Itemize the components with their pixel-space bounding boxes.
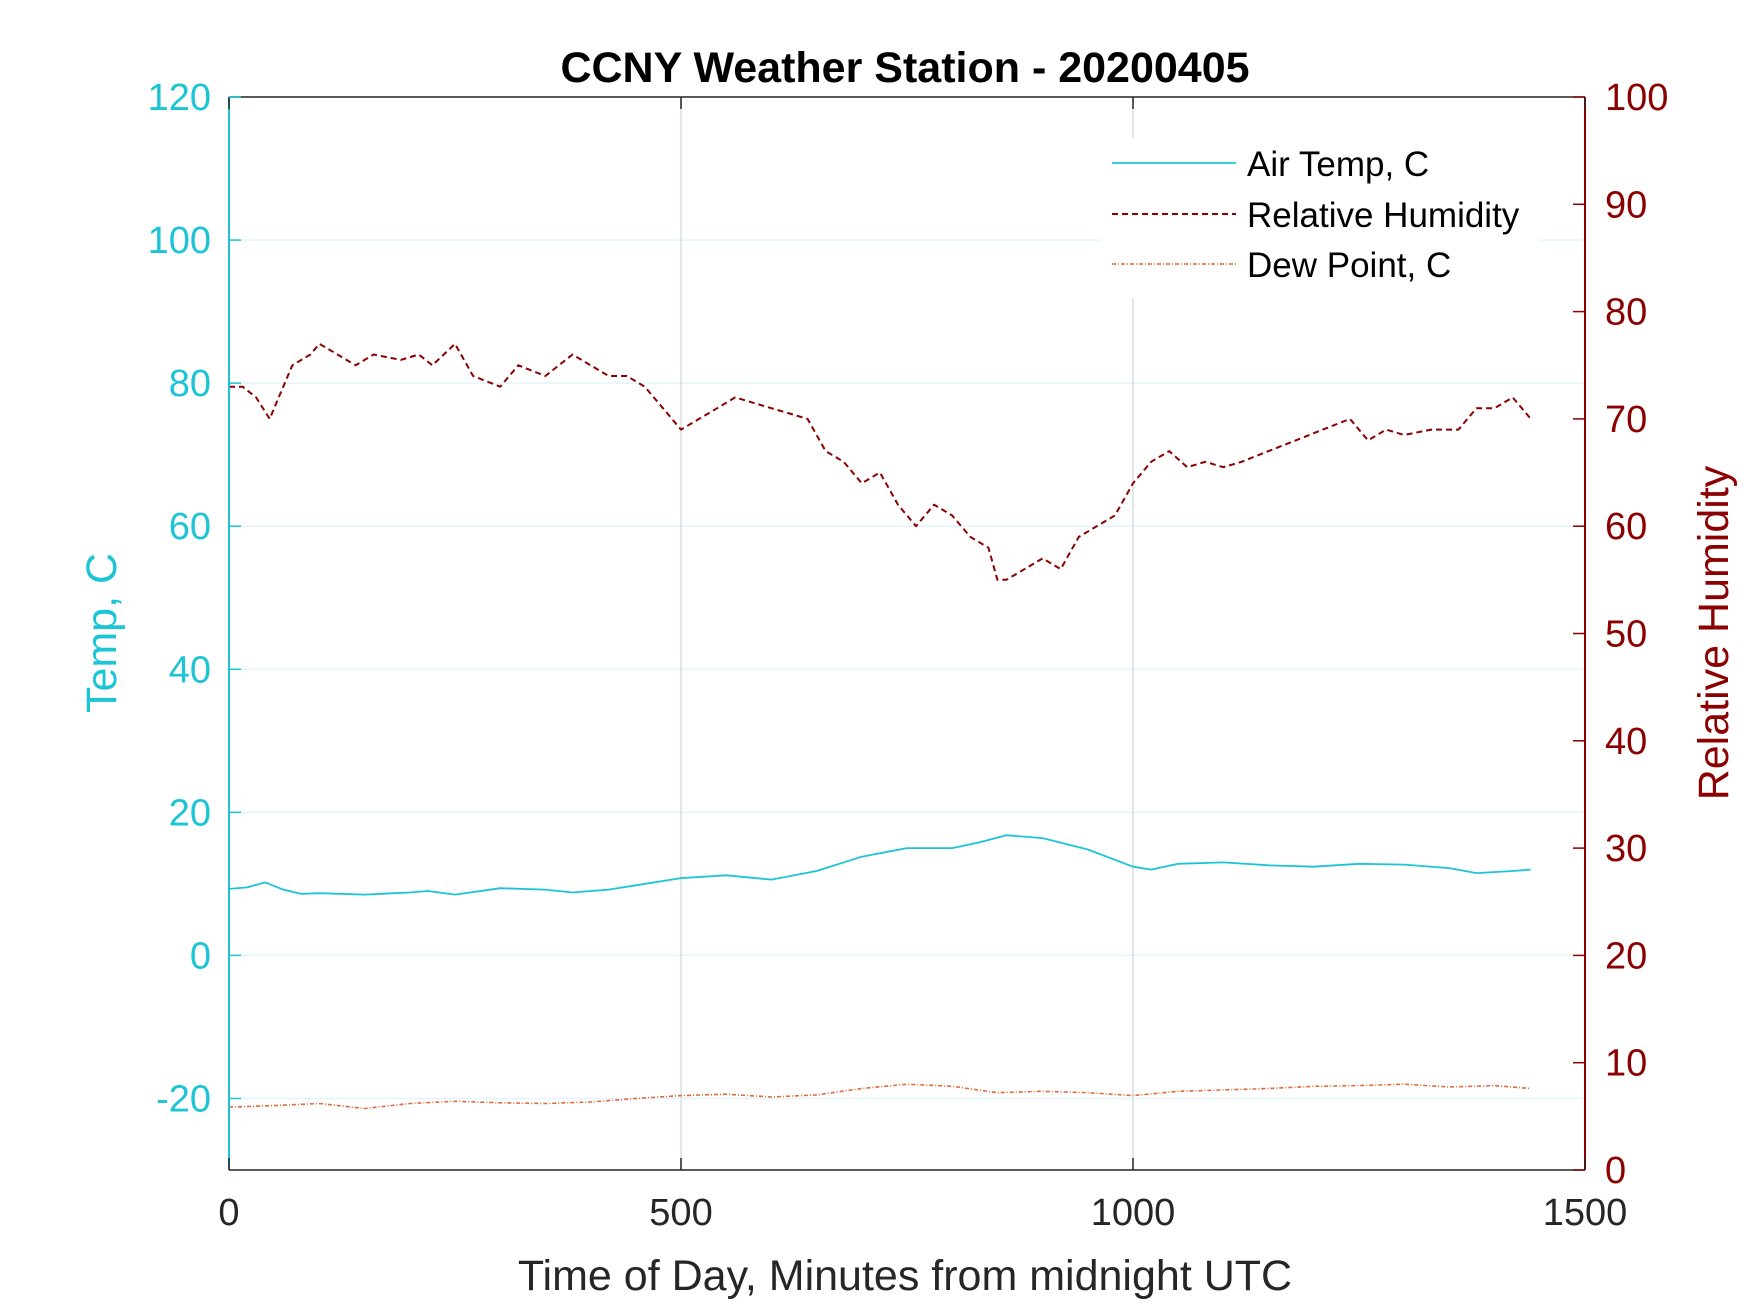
y-axis-label-right: Relative Humidity xyxy=(1690,465,1738,800)
y-tick-label-left-100: 100 xyxy=(148,220,211,262)
legend-box xyxy=(1100,138,1540,298)
series-line-0 xyxy=(228,834,1531,896)
y-tick-label-left-0: 0 xyxy=(190,935,211,977)
y-tick-label-right-10: 10 xyxy=(1605,1043,1647,1085)
x-tick-label-500: 500 xyxy=(649,1192,712,1234)
y-tick-label-right-70: 70 xyxy=(1605,399,1647,441)
y-tick-label-left-120: 120 xyxy=(148,77,211,119)
y-tick-label-right-20: 20 xyxy=(1605,935,1647,977)
x-tick-label-1500: 1500 xyxy=(1543,1192,1628,1234)
series-layer xyxy=(228,342,1532,1110)
x-axis-label: Time of Day, Minutes from midnight UTC xyxy=(518,1252,1292,1300)
y-tick-label-left-80: 80 xyxy=(169,363,211,405)
y-tick-label-right-40: 40 xyxy=(1605,721,1647,763)
y-tick-label-right-80: 80 xyxy=(1605,292,1647,334)
y-tick-label-right-30: 30 xyxy=(1605,828,1647,870)
series-line-2 xyxy=(228,1083,1531,1110)
x-tick-label-1000: 1000 xyxy=(1091,1192,1176,1234)
y-tick-label-right-100: 100 xyxy=(1605,77,1668,119)
y-tick-label-right-90: 90 xyxy=(1605,184,1647,226)
legend-label-dew-point: Dew Point, C xyxy=(1247,246,1451,285)
y-tick-label-right-0: 0 xyxy=(1605,1150,1626,1192)
series-line-1 xyxy=(229,342,1532,581)
ticks-layer: 0 500 1000 1500 -20 0 20 40 60 80 100 120 0 10 20 30 40 5… xyxy=(148,77,1669,1234)
y-tick-label-left--20: -20 xyxy=(156,1078,211,1120)
y-tick-label-right-50: 50 xyxy=(1605,614,1647,656)
chart-title: CCNY Weather Station - 20200405 xyxy=(560,44,1249,92)
x-tick-label-0: 0 xyxy=(218,1192,239,1234)
y-tick-label-left-60: 60 xyxy=(169,506,211,548)
legend: Air Temp, C Relative Humidity Dew Point,… xyxy=(1100,138,1540,298)
y-tick-label-right-60: 60 xyxy=(1605,506,1647,548)
y-tick-label-left-20: 20 xyxy=(169,792,211,834)
legend-label-relative-humidity: Relative Humidity xyxy=(1247,196,1520,235)
y-tick-label-left-40: 40 xyxy=(169,649,211,691)
legend-label-air-temp: Air Temp, C xyxy=(1247,145,1429,184)
y-axis-label-left: Temp, C xyxy=(78,553,126,713)
